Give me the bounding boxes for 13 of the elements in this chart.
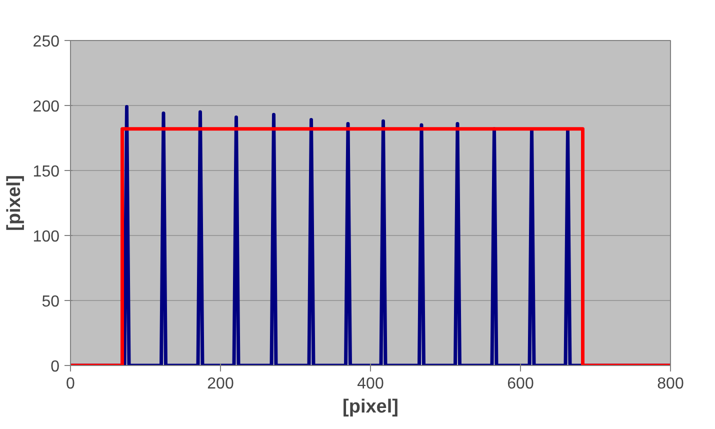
y-tick-label: 150 xyxy=(32,164,60,180)
x-axis-title: [pixel] xyxy=(342,396,398,418)
x-tick-label: 600 xyxy=(507,376,534,392)
y-axis-title: [pixel] xyxy=(4,175,25,231)
y-tick-label: 100 xyxy=(32,228,60,246)
x-tick-label: 200 xyxy=(207,376,234,392)
x-tick-label: 800 xyxy=(657,376,684,392)
x-tick-label: 400 xyxy=(357,376,384,392)
y-tick-label: 250 xyxy=(32,34,60,50)
y-tick-label: 50 xyxy=(42,294,60,310)
y-tick-label: 200 xyxy=(32,98,60,116)
y-tick-label: 0 xyxy=(50,358,60,376)
x-tick-label: 0 xyxy=(66,376,76,392)
